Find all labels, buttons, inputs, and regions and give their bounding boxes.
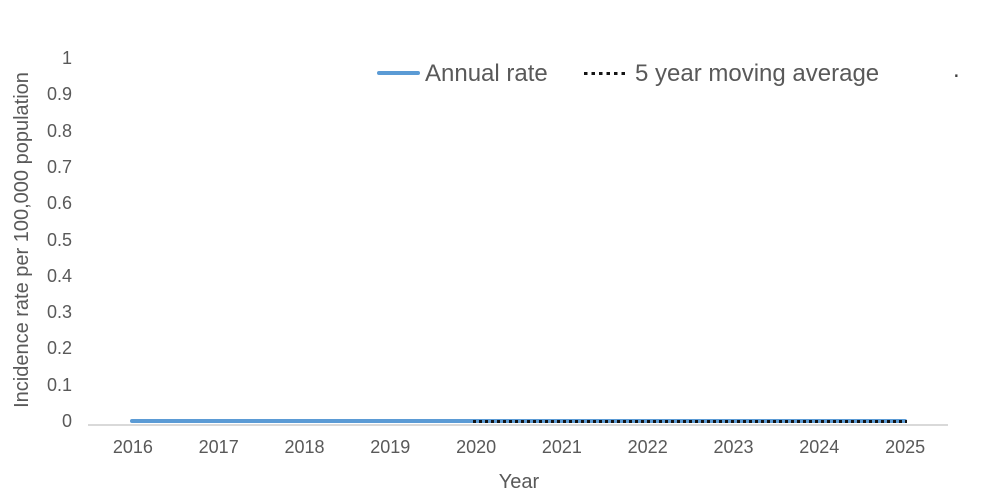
y-tick-label: 0.9 (46, 84, 72, 105)
x-tick-label: 2019 (370, 437, 411, 457)
moving-average-dotted-line-sample-icon (584, 71, 627, 75)
y-tick-label: 0.1 (46, 374, 72, 395)
y-tick-label: 1 (61, 48, 72, 68)
x-axis-title: Year (498, 471, 540, 493)
x-tick-label: 2021 (541, 437, 582, 457)
x-tick-label: 2022 (627, 437, 668, 457)
y-tick-label: 0.2 (46, 338, 72, 359)
x-tick-label: 2025 (885, 437, 926, 457)
y-tick-label: 0 (61, 411, 72, 431)
legend-label-annual-rate: Annual rate (425, 60, 548, 87)
annual-rate-line-sample-icon (377, 71, 420, 75)
y-tick-label: 0.4 (46, 265, 72, 286)
y-tick-label: 0.5 (46, 229, 72, 250)
y-tick-label: 0.6 (46, 193, 72, 214)
x-tick-label: 2018 (284, 437, 325, 457)
x-tick-label: 2024 (799, 437, 840, 457)
x-tick-label: 2017 (198, 437, 239, 457)
x-tick-label: 2020 (456, 437, 497, 457)
x-tick-label: 2023 (713, 437, 754, 457)
series-line-5-year-moving-average (473, 419, 908, 423)
x-tick-label: 2016 (112, 437, 153, 457)
y-tick-label: 0.3 (46, 302, 72, 323)
legend-label-moving-average: 5 year moving average (635, 60, 880, 87)
y-tick-label: 0.7 (46, 156, 72, 177)
y-tick-label: 0.8 (46, 120, 72, 141)
stray-period-text: . (953, 56, 960, 83)
x-axis-line (88, 424, 948, 426)
